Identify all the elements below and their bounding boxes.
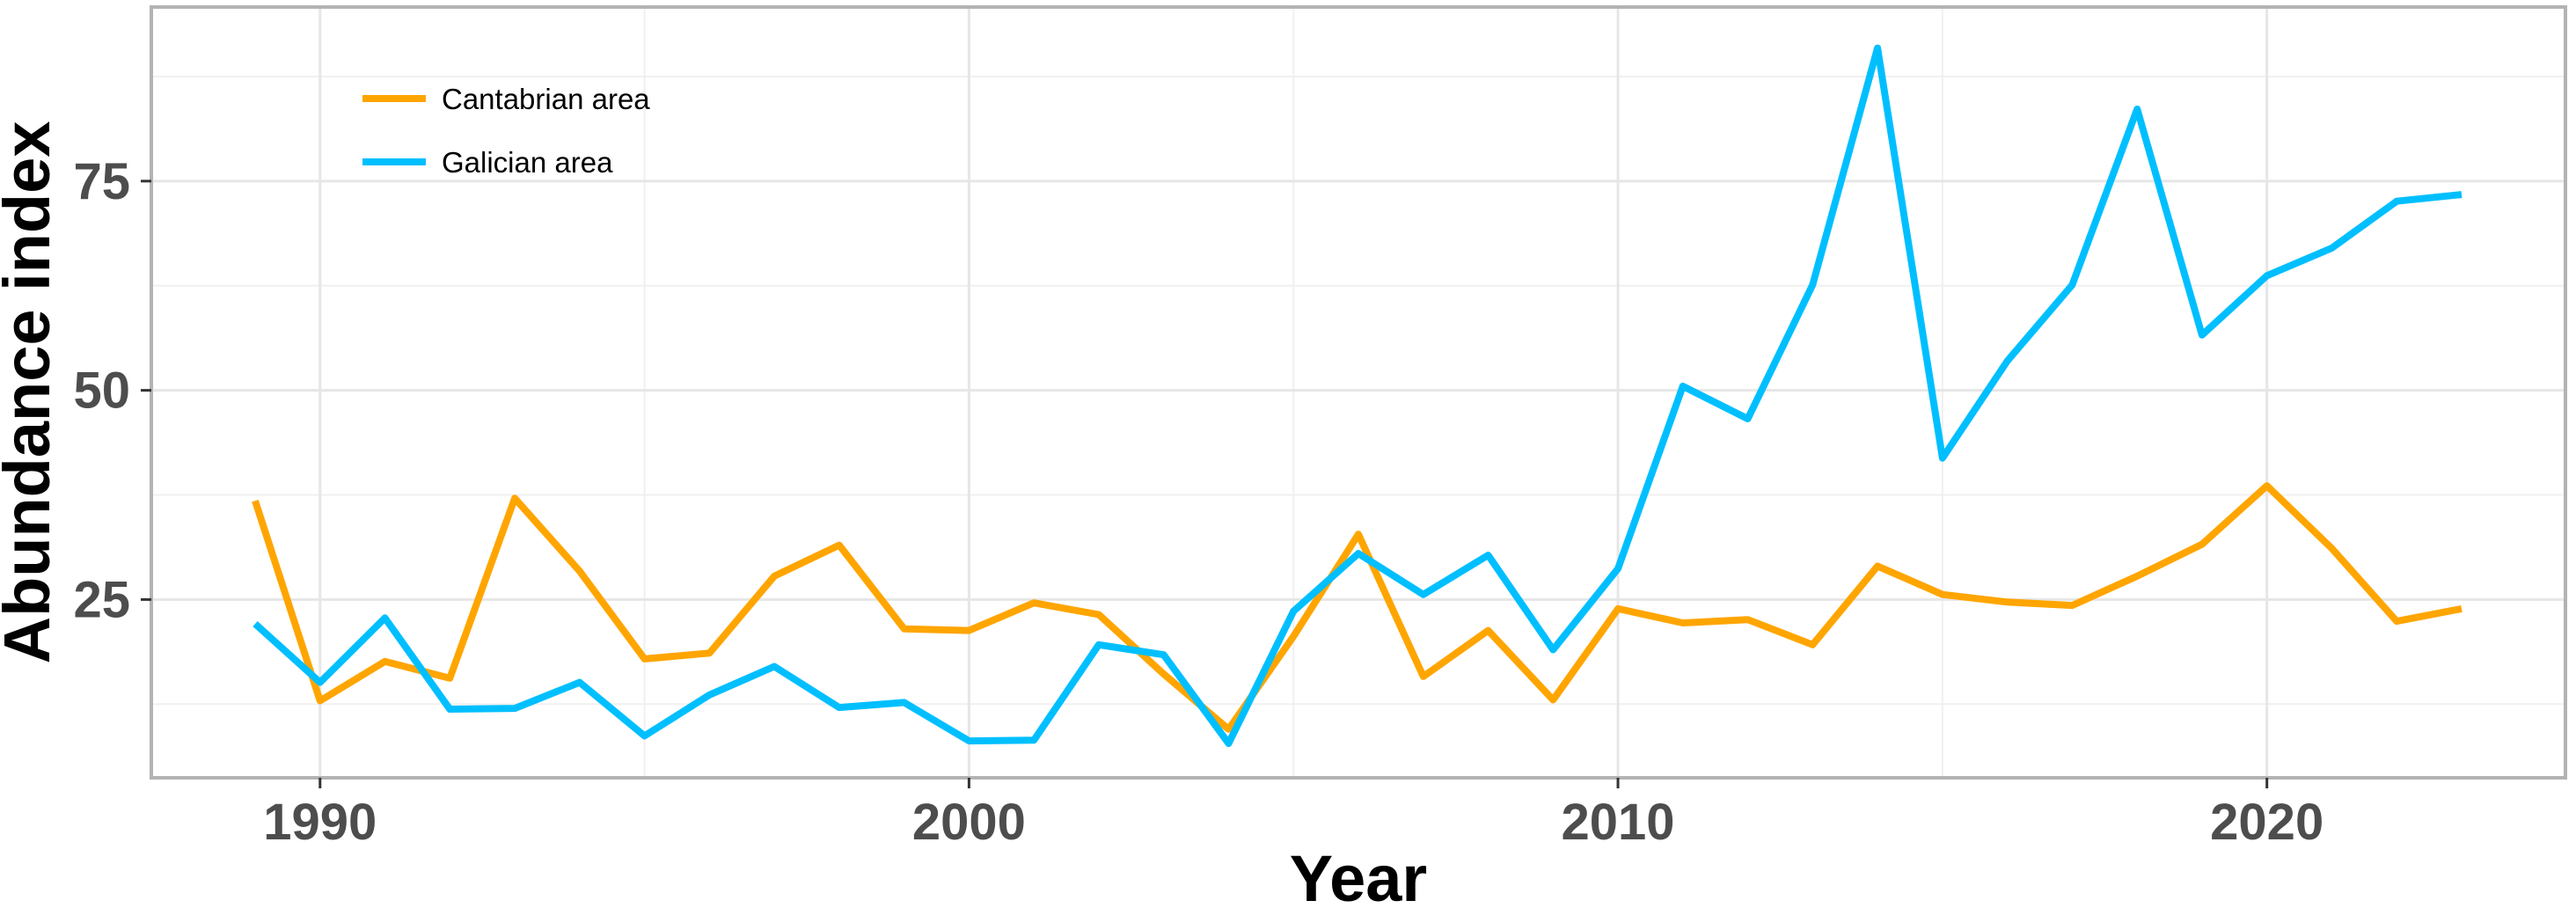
y-tick-label: 75 (73, 153, 130, 210)
x-tick-label: 1990 (263, 794, 377, 851)
legend-label-cantabrian-area: Cantabrian area (442, 83, 650, 115)
minor-gridlines (151, 7, 2565, 778)
x-tick-label: 2000 (912, 794, 1026, 851)
series-line-galician-area (252, 44, 2463, 747)
x-axis-title: Year (1290, 842, 1427, 908)
series-line-cantabrian-area (252, 482, 2463, 733)
x-tick-label: 2010 (1562, 794, 1675, 851)
x-axis-ticks: 1990 2000 2010 2020 (263, 778, 2324, 851)
x-tick-label: 2020 (2210, 794, 2324, 851)
y-tick-label: 25 (73, 571, 130, 628)
major-gridlines (151, 7, 2565, 778)
series-lines (252, 44, 2463, 747)
y-axis-title: Abundance index (0, 121, 63, 664)
legend-label-galician-area: Galician area (442, 146, 613, 179)
panel-border (150, 5, 2567, 780)
y-tick-label: 50 (73, 362, 130, 420)
legend: Cantabrian area Galician area (362, 83, 650, 179)
y-axis-ticks: 25 50 75 (73, 153, 151, 628)
